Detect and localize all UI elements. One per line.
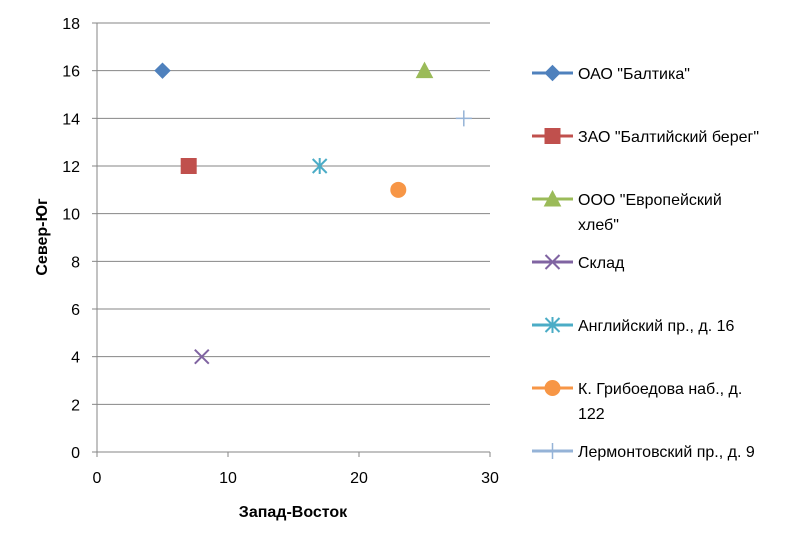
y-axis-title: Север-Юг xyxy=(34,198,51,276)
legend-label: Лермонтовский пр., д. 9 xyxy=(578,444,755,461)
y-tick-label: 0 xyxy=(71,445,80,462)
marker-shape xyxy=(544,64,561,82)
legend-marker xyxy=(544,317,561,333)
tick-labels: 0 2 4 6 8 10 12 14 16 18 0 10 20 30 xyxy=(62,16,499,487)
legend-item-1: ОАО "Балтика" xyxy=(532,64,690,83)
legend-label: ЗАО "Балтийский берег" xyxy=(578,129,759,146)
legend: ОАО "Балтика" ЗАО "Балтийский берег" ООО "… xyxy=(532,64,759,461)
marker-shape xyxy=(311,158,328,174)
y-tick-label: 10 xyxy=(62,207,80,224)
legend-marker xyxy=(544,254,561,270)
x-tick-label: 20 xyxy=(350,470,368,487)
legend-label: 122 xyxy=(578,406,605,423)
marker-shape xyxy=(544,254,561,270)
legend-label: Английский пр., д. 16 xyxy=(578,318,735,335)
marker-shape xyxy=(194,348,210,365)
legend-marker xyxy=(543,189,562,207)
legend-item-6: К. Грибоедова наб., д. 122 xyxy=(532,380,742,423)
legend-item-3: ООО "Европейский хлеб" xyxy=(532,189,722,234)
legend-marker xyxy=(544,380,561,396)
y-tick-label: 18 xyxy=(62,16,80,33)
legend-label: К. Грибоедова наб., д. xyxy=(578,381,742,398)
marker-shape xyxy=(415,61,434,79)
legend-marker xyxy=(544,64,561,82)
legend-label: ОАО "Балтика" xyxy=(578,66,690,83)
y-tick-label: 14 xyxy=(62,111,80,128)
data-points xyxy=(154,61,472,365)
legend-label: ООО "Европейский xyxy=(578,192,722,209)
legend-item-2: ЗАО "Балтийский берег" xyxy=(532,128,759,146)
data-point-7 xyxy=(455,110,472,127)
legend-item-5: Английский пр., д. 16 xyxy=(532,317,735,335)
data-point-1 xyxy=(154,62,171,79)
legend-item-7: Лермонтовский пр., д. 9 xyxy=(532,443,755,461)
legend-label: Склад xyxy=(578,255,625,272)
marker-shape xyxy=(544,380,561,396)
axes xyxy=(92,22,491,457)
marker-shape xyxy=(544,443,561,459)
y-tick-label: 8 xyxy=(71,254,80,271)
y-tick-label: 6 xyxy=(71,302,80,319)
legend-marker xyxy=(544,443,561,459)
marker-shape xyxy=(154,62,171,79)
legend-marker xyxy=(544,128,561,144)
legend-label: хлеб" xyxy=(578,217,619,234)
marker-shape xyxy=(180,158,197,174)
data-point-4 xyxy=(194,348,210,365)
marker-shape xyxy=(455,110,472,127)
x-tick-label: 0 xyxy=(93,470,102,487)
y-tick-label: 12 xyxy=(62,159,80,176)
marker-shape xyxy=(543,189,562,207)
marker-shape xyxy=(544,128,561,144)
data-point-5 xyxy=(311,158,328,174)
data-point-6 xyxy=(390,181,407,198)
y-tick-label: 16 xyxy=(62,64,80,81)
data-point-2 xyxy=(180,158,197,174)
marker-shape xyxy=(390,181,407,198)
legend-item-4: Склад xyxy=(532,254,625,272)
data-point-3 xyxy=(415,61,434,79)
x-axis-title: Запад-Восток xyxy=(239,504,348,521)
y-tick-label: 2 xyxy=(71,397,80,414)
x-tick-label: 30 xyxy=(481,470,499,487)
x-tick-label: 10 xyxy=(219,470,237,487)
gridlines xyxy=(97,22,490,405)
y-tick-label: 4 xyxy=(71,350,80,367)
marker-shape xyxy=(544,317,561,333)
